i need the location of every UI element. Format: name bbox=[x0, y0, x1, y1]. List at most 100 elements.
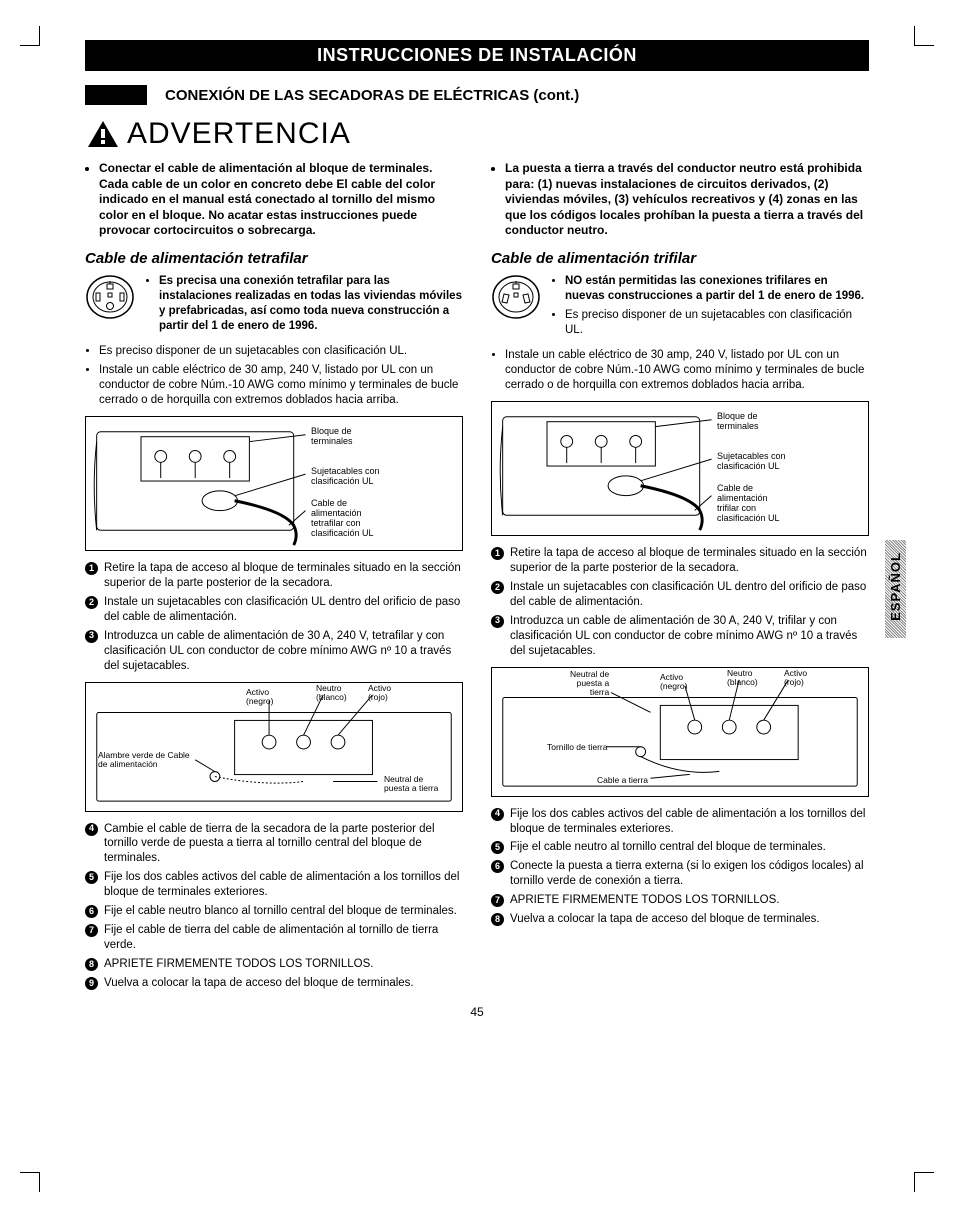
list-item: 2Instale un sujetacables con clasificaci… bbox=[85, 595, 463, 625]
list-item: 5Fije los dos cables activos del cable d… bbox=[85, 870, 463, 900]
left-column: Conectar el cable de alimentación al blo… bbox=[85, 161, 463, 995]
right-section-heading: Cable de alimentación trifilar bbox=[491, 249, 869, 269]
right-column: La puesta a tierra a través del conducto… bbox=[491, 161, 869, 995]
diagram-label: Activo (rojo) bbox=[368, 684, 391, 703]
left-steps-b: 4Cambie el cable de tierra de la secador… bbox=[85, 822, 463, 991]
list-item: Es preciso disponer de un sujetacables c… bbox=[99, 344, 463, 359]
list-item: 5 Fije el cable neutro al tornillo centra… bbox=[491, 840, 869, 855]
right-intro: La puesta a tierra a través del conducto… bbox=[491, 161, 869, 239]
terminal-block-diagram-icon bbox=[86, 417, 462, 550]
step-text: APRIETE FIRMEMENTE TODOS LOS TORNILLOS. bbox=[510, 893, 779, 908]
step-number-icon: 2 bbox=[85, 596, 98, 609]
list-item: 4Fije los dos cables activos del cable d… bbox=[491, 807, 869, 837]
step-number-icon: 1 bbox=[85, 562, 98, 575]
left-plug-row: Es precisa una conexión tetrafilar para … bbox=[85, 274, 463, 338]
diagram-label: Bloque de terminales bbox=[311, 427, 353, 447]
four-prong-plug-icon bbox=[85, 274, 135, 320]
left-intro-text: Conectar el cable de alimentación al blo… bbox=[99, 161, 463, 239]
step-text: Retire la tapa de acceso al bloque de te… bbox=[510, 546, 869, 576]
diagram-label: Cable de alimentación trifilar con clasi… bbox=[717, 484, 780, 524]
left-bullets: Es preciso disponer de un sujetacables c… bbox=[85, 344, 463, 408]
diagram-label: Neutro (blanco) bbox=[727, 669, 758, 688]
diagram-label: Neutral de puesta a tierra bbox=[384, 775, 438, 794]
diagram-label: Activo (negro) bbox=[246, 688, 273, 707]
step-number-icon: 6 bbox=[85, 905, 98, 918]
list-item: 4Cambie el cable de tierra de la secador… bbox=[85, 822, 463, 867]
right-bullets: Instale un cable eléctrico de 30 amp, 24… bbox=[491, 348, 869, 393]
list-item: 1 Retire la tapa de acceso al bloque de t… bbox=[491, 546, 869, 576]
diagram-label: Cable de alimentación tetrafilar con cla… bbox=[311, 499, 374, 539]
step-number-icon: 6 bbox=[491, 860, 504, 873]
diagram-label: Activo (rojo) bbox=[784, 669, 807, 688]
right-plug-plain: Es preciso disponer de un sujetacables c… bbox=[565, 308, 869, 338]
right-plug-text: NO están permitidas las conexiones trifi… bbox=[551, 274, 869, 342]
step-text: Vuelva a colocar la tapa de acceso del b… bbox=[104, 976, 414, 991]
page-banner: INSTRUCCIONES DE INSTALACIÓN bbox=[85, 40, 869, 71]
warning-icon bbox=[87, 120, 119, 148]
step-number-icon: 8 bbox=[491, 913, 504, 926]
step-text: Introduzca un cable de alimentación de 3… bbox=[104, 629, 463, 674]
step-number-icon: 2 bbox=[491, 581, 504, 594]
list-item: 7 APRIETE FIRMEMENTE TODOS LOS TORNILLOS. bbox=[491, 893, 869, 908]
step-text: Introduzca un cable de alimentación de 3… bbox=[510, 614, 869, 659]
step-text: Conecte la puesta a tierra externa (si l… bbox=[510, 859, 869, 889]
left-section-heading: Cable de alimentación tetrafilar bbox=[85, 249, 463, 269]
step-number-icon: 4 bbox=[491, 808, 504, 821]
diagram-label: Alambre verde de Cable de alimentación bbox=[98, 751, 190, 770]
step-number-icon: 8 bbox=[85, 958, 98, 971]
step-number-icon: 7 bbox=[491, 894, 504, 907]
left-diagram-2: Activo (negro) Neutro (blanco) Activo (r… bbox=[85, 682, 463, 812]
left-diagram-1: Bloque de terminales Sujetacables con cl… bbox=[85, 416, 463, 551]
two-column-layout: Conectar el cable de alimentación al blo… bbox=[85, 161, 869, 995]
list-item: 8Vuelva a colocar la tapa de acceso del … bbox=[491, 912, 869, 927]
right-plug-row: NO están permitidas las conexiones trifi… bbox=[491, 274, 869, 342]
step-text: Fije el cable neutro al tornillo central… bbox=[510, 840, 826, 855]
right-diagram-2: Neutral de puesta a tierra Activo (negro… bbox=[491, 667, 869, 797]
step-number-icon: 9 bbox=[85, 977, 98, 990]
diagram-label: Sujetacables con clasificación UL bbox=[311, 467, 380, 487]
right-plug-bold: NO están permitidas las conexiones trifi… bbox=[565, 275, 864, 302]
list-item: 8 APRIETE FIRMEMENTE TODOS LOS TORNILLOS. bbox=[85, 957, 463, 972]
right-steps-b: 4Fije los dos cables activos del cable d… bbox=[491, 807, 869, 928]
left-intro: Conectar el cable de alimentación al blo… bbox=[85, 161, 463, 239]
right-steps-a: 1 Retire la tapa de acceso al bloque de t… bbox=[491, 546, 869, 659]
three-prong-plug-icon bbox=[491, 274, 541, 320]
warning-text: ADVERTENCIA bbox=[127, 117, 351, 151]
diagram-label: Bloque de terminales bbox=[717, 412, 759, 432]
list-item: 9 Vuelva a colocar la tapa de acceso del … bbox=[85, 976, 463, 991]
left-plug-text: Es precisa una conexión tetrafilar para … bbox=[145, 274, 463, 338]
page-content: INSTRUCCIONES DE INSTALACIÓN CONEXIÓN DE… bbox=[0, 0, 954, 1049]
step-text: APRIETE FIRMEMENTE TODOS LOS TORNILLOS. bbox=[104, 957, 373, 972]
left-plug-bold: Es precisa una conexión tetrafilar para … bbox=[159, 275, 462, 332]
diagram-label: Neutral de puesta a tierra bbox=[570, 670, 609, 698]
warning-heading: ADVERTENCIA bbox=[87, 117, 869, 151]
step-number-icon: 1 bbox=[491, 547, 504, 560]
step-text: Retire la tapa de acceso al bloque de te… bbox=[104, 561, 463, 591]
diagram-label: Activo (negro) bbox=[660, 673, 687, 692]
diagram-label: Neutro (blanco) bbox=[316, 684, 347, 703]
subheader-text: CONEXIÓN DE LAS SECADORAS DE ELÉCTRICAS … bbox=[165, 87, 579, 104]
list-item: 6 Conecte la puesta a tierra externa (si … bbox=[491, 859, 869, 889]
step-number-icon: 4 bbox=[85, 823, 98, 836]
step-text: Instale un sujetacables con clasificació… bbox=[510, 580, 869, 610]
list-item: 3 Introduzca un cable de alimentación de … bbox=[85, 629, 463, 674]
step-text: Fije los dos cables activos del cable de… bbox=[104, 870, 463, 900]
step-number-icon: 5 bbox=[491, 841, 504, 854]
list-item: 2 Instale un sujetacables con clasificaci… bbox=[491, 580, 869, 610]
list-item: 6 Fije el cable neutro blanco al tornillo… bbox=[85, 904, 463, 919]
step-text: Fije el cable de tierra del cable de ali… bbox=[104, 923, 463, 953]
list-item: 1 Retire la tapa de acceso al bloque de t… bbox=[85, 561, 463, 591]
right-diagram-1: Bloque de terminales Sujetacables con cl… bbox=[491, 401, 869, 536]
list-item: Instale un cable eléctrico de 30 amp, 24… bbox=[505, 348, 869, 393]
diagram-label: Tornillo de tierra bbox=[547, 743, 607, 752]
step-text: Fije el cable neutro blanco al tornillo … bbox=[104, 904, 457, 919]
subheader-row: CONEXIÓN DE LAS SECADORAS DE ELÉCTRICAS … bbox=[85, 85, 869, 105]
diagram-label: Cable a tierra bbox=[597, 776, 648, 785]
left-steps-a: 1 Retire la tapa de acceso al bloque de t… bbox=[85, 561, 463, 674]
right-intro-text: La puesta a tierra a través del conducto… bbox=[505, 161, 869, 239]
terminal-block-diagram-icon bbox=[492, 402, 868, 535]
step-number-icon: 3 bbox=[491, 615, 504, 628]
list-item: Instale un cable eléctrico de 30 amp, 24… bbox=[99, 363, 463, 408]
subheader-block bbox=[85, 85, 147, 105]
step-number-icon: 3 bbox=[85, 630, 98, 643]
